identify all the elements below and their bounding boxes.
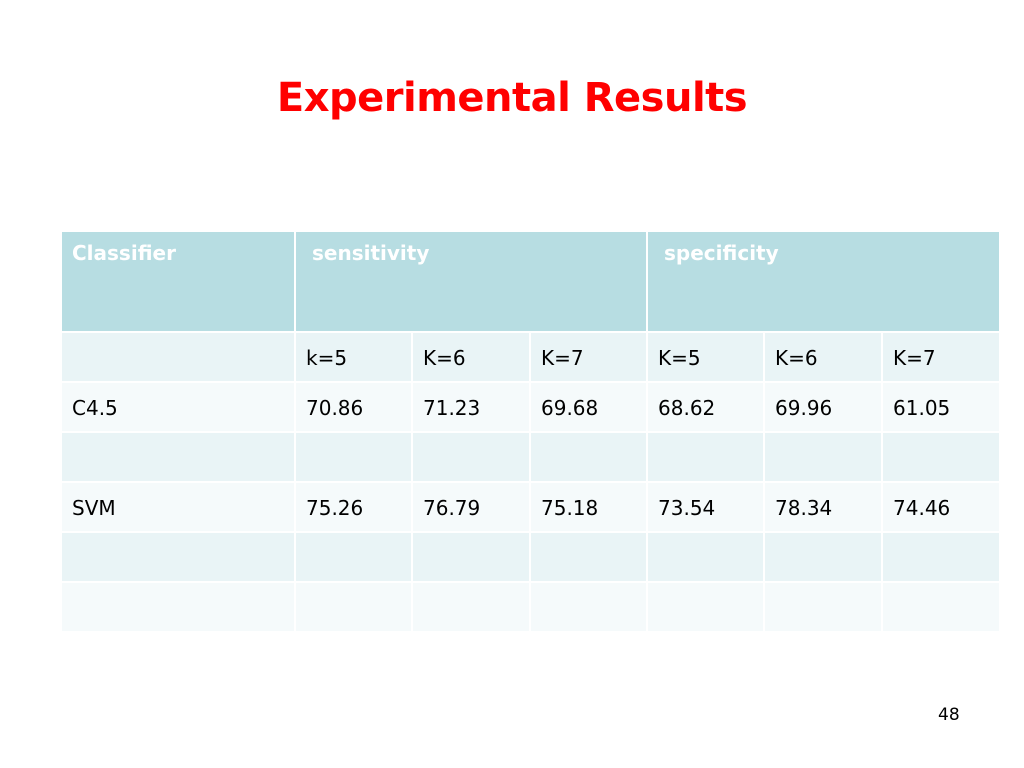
table-cell: 73.54 [646,481,766,533]
table-cell [294,581,413,633]
table-row: C4.5 70.86 71.23 69.68 68.62 69.96 61.05 [60,381,1002,433]
table-cell [294,431,413,483]
table-cell [646,581,766,633]
table-cell: 74.46 [881,481,1002,533]
table-cell: 69.68 [528,381,649,433]
table-cell: SVM [60,481,296,533]
table-row [60,431,1002,483]
table-row: SVM 75.26 76.79 75.18 73.54 78.34 74.46 [60,481,1002,533]
table-cell [763,431,884,483]
table-header-row: Classifier sensitivity specificity [60,230,1002,333]
results-table: Classifier sensitivity specificity k=5 K… [60,230,1002,633]
table-cell: 75.26 [294,481,413,533]
table-cell [763,581,884,633]
table-cell: 70.86 [294,381,413,433]
table-cell [411,431,531,483]
slide-title: Experimental Results [276,75,748,121]
table-cell [528,531,649,583]
table-cell [60,581,296,633]
table-cell: 71.23 [411,381,531,433]
table-cell [881,431,1002,483]
table-cell: 69.96 [763,381,884,433]
table-cell [646,431,766,483]
table-cell [881,581,1002,633]
page-number: 48 [938,705,960,725]
table-row [60,531,1002,583]
table-cell [294,531,413,583]
table-cell [411,581,531,633]
table-cell: 76.79 [411,481,531,533]
table-cell: K=6 [763,331,884,383]
table-cell: C4.5 [60,381,296,433]
table-cell: k=5 [294,331,413,383]
table-cell: K=6 [411,331,531,383]
table-cell: 68.62 [646,381,766,433]
table-cell: 78.34 [763,481,884,533]
table-cell [60,331,296,383]
header-sensitivity: sensitivity [293,230,649,333]
table-cell [411,531,531,583]
table-cell: 61.05 [881,381,1002,433]
header-classifier: Classifier [60,230,296,333]
table-cell [646,531,766,583]
table-subheader-row: k=5 K=6 K=7 K=5 K=6 K=7 [60,331,1002,383]
table-cell [528,431,649,483]
table-cell [60,431,296,483]
table-cell [60,531,296,583]
table-cell [528,581,649,633]
table-cell: K=5 [646,331,766,383]
table-cell: K=7 [528,331,649,383]
table-cell [763,531,884,583]
header-specificity: specificity [646,230,1002,333]
table-cell: 75.18 [528,481,649,533]
table-cell [881,531,1002,583]
table-cell: K=7 [881,331,1002,383]
table-row [60,581,1002,633]
